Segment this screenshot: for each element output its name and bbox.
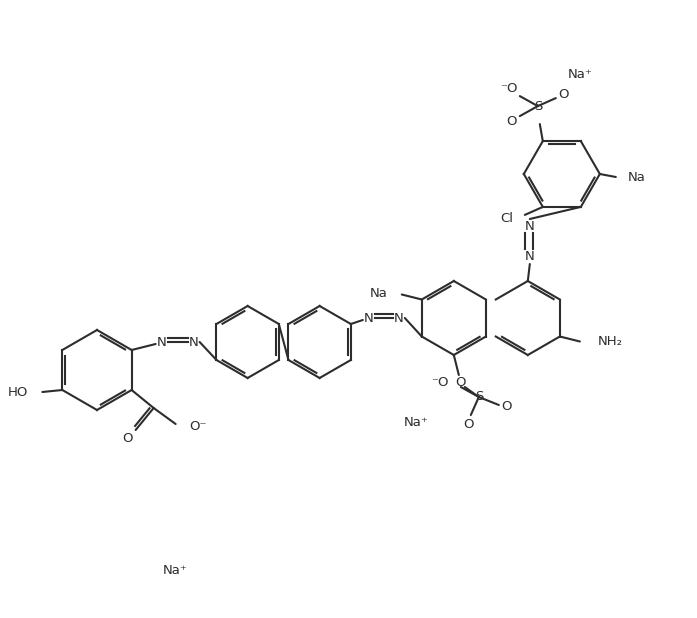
Text: N: N xyxy=(157,336,167,349)
Text: O: O xyxy=(123,431,133,444)
Text: Na⁺: Na⁺ xyxy=(162,564,187,577)
Text: O⁻: O⁻ xyxy=(190,420,207,433)
Text: O: O xyxy=(558,88,569,101)
Text: Na⁺: Na⁺ xyxy=(567,67,592,80)
Text: N: N xyxy=(525,219,535,232)
Text: O: O xyxy=(507,114,517,127)
Text: Na: Na xyxy=(628,171,645,184)
Text: N: N xyxy=(189,336,199,349)
Text: N: N xyxy=(364,311,374,324)
Text: ⁻O: ⁻O xyxy=(431,376,449,389)
Text: HO: HO xyxy=(8,386,29,399)
Text: S: S xyxy=(534,99,542,112)
Text: Cl: Cl xyxy=(500,213,513,226)
Text: N: N xyxy=(525,250,535,263)
Text: NH₂: NH₂ xyxy=(598,335,623,348)
Text: O: O xyxy=(464,418,474,431)
Text: O: O xyxy=(456,376,466,389)
Text: Na: Na xyxy=(370,287,388,300)
Text: ⁻O: ⁻O xyxy=(500,82,518,95)
Text: O: O xyxy=(502,400,512,413)
Text: N: N xyxy=(394,311,404,324)
Text: Na⁺: Na⁺ xyxy=(404,417,428,430)
Text: S: S xyxy=(475,391,483,404)
